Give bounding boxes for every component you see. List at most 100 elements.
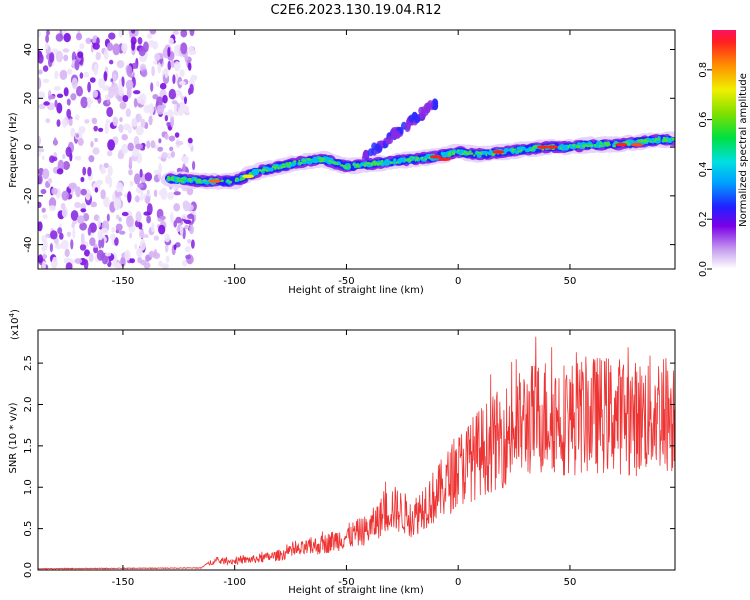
ridge-streak-blob xyxy=(362,150,369,159)
ridge-blob xyxy=(612,145,617,148)
noise-blob xyxy=(154,53,161,61)
ridge-blob xyxy=(274,167,277,170)
noise-blob xyxy=(159,82,167,90)
noise-blob xyxy=(127,142,134,152)
noise-blob xyxy=(90,201,97,208)
noise-blob xyxy=(110,233,116,241)
y-tick-label: 1.0 xyxy=(23,479,34,495)
x-tick-label: 50 xyxy=(564,577,577,588)
ridge-blob xyxy=(420,157,424,160)
ridge-blob xyxy=(356,165,360,168)
ridge-blob xyxy=(176,177,180,180)
ridge-blob xyxy=(370,164,373,167)
noise-blob xyxy=(188,87,192,96)
noise-blob xyxy=(67,68,73,75)
noise-blob xyxy=(119,101,127,110)
ridge-blob xyxy=(532,148,535,151)
noise-blob xyxy=(97,217,101,228)
noise-blob xyxy=(187,137,193,144)
noise-blob xyxy=(74,155,82,161)
ridge-blob xyxy=(624,140,629,144)
noise-blob xyxy=(173,101,177,114)
noise-blob xyxy=(66,108,72,119)
ridge-blob xyxy=(332,161,336,164)
ridge-blob xyxy=(572,144,575,147)
noise-blob xyxy=(138,47,146,57)
noise-blob xyxy=(93,125,98,132)
noise-blob xyxy=(141,69,148,78)
ridge-blob xyxy=(575,145,579,148)
noise-blob xyxy=(158,260,163,267)
noise-blob xyxy=(175,216,182,224)
noise-blob xyxy=(54,70,59,80)
noise-blob xyxy=(79,222,87,231)
noise-blob xyxy=(38,77,42,90)
noise-blob xyxy=(135,211,142,223)
noise-blob xyxy=(93,63,99,76)
noise-blob xyxy=(153,235,160,241)
noise-blob xyxy=(187,239,192,244)
ridge-hotspot xyxy=(208,179,221,184)
ridge-blob xyxy=(448,154,452,157)
noise-blob xyxy=(48,95,56,100)
noise-blob xyxy=(124,249,131,261)
noise-blob xyxy=(173,191,181,196)
noise-blob xyxy=(113,198,122,211)
noise-blob xyxy=(70,93,77,101)
noise-blob xyxy=(76,85,83,97)
noise-blob xyxy=(121,42,128,53)
noise-blob xyxy=(170,115,175,128)
ridge-blob xyxy=(298,162,303,165)
noise-blob xyxy=(108,86,115,99)
ridge-blob xyxy=(657,137,661,141)
noise-blob xyxy=(80,232,85,245)
noise-blob xyxy=(41,155,45,161)
noise-blob xyxy=(121,211,129,217)
noise-blob xyxy=(42,260,46,269)
noise-blob xyxy=(55,50,64,63)
noise-blob xyxy=(134,243,138,250)
noise-blob xyxy=(42,65,49,72)
noise-blob xyxy=(77,137,84,146)
ridge-blob xyxy=(286,164,290,167)
noise-blob xyxy=(38,152,41,157)
ridge-blob xyxy=(281,163,286,166)
noise-blob xyxy=(151,65,155,77)
noise-blob xyxy=(150,82,154,92)
ridge-blob xyxy=(404,159,409,162)
snr-x-ticks: -150 -100 -50 0 50 xyxy=(112,330,577,588)
noise-blob xyxy=(79,72,84,79)
ridge-streak-blob xyxy=(394,130,401,139)
noise-blob xyxy=(63,54,69,62)
ridge-hotspot xyxy=(438,157,451,162)
noise-blob xyxy=(152,40,159,50)
noise-blob xyxy=(80,96,88,109)
ridge-blob xyxy=(414,159,417,162)
noise-blob xyxy=(183,156,189,164)
noise-blob xyxy=(71,222,75,229)
noise-blob xyxy=(138,229,145,239)
noise-blob xyxy=(50,230,58,240)
colorbar-label: Normalized spectral amplitude xyxy=(738,73,749,227)
noise-blob xyxy=(125,215,134,228)
noise-blob xyxy=(180,42,188,55)
noise-blob xyxy=(184,246,191,253)
ridge-blob xyxy=(529,148,533,152)
noise-blob xyxy=(83,259,89,269)
noise-blob xyxy=(166,152,172,160)
ridge-blob xyxy=(407,157,410,161)
noise-blob xyxy=(47,177,53,184)
ridge-blob xyxy=(285,162,289,165)
noise-blob xyxy=(135,125,144,136)
noise-blob xyxy=(62,161,70,170)
noise-blob xyxy=(126,65,133,77)
spectrogram-frame xyxy=(37,29,676,270)
noise-blob xyxy=(60,239,69,250)
noise-blob xyxy=(153,189,158,198)
spectrogram-y-label: Frequency (Hz) xyxy=(8,112,19,188)
y-tick-label: -40 xyxy=(23,236,34,252)
noise-blob xyxy=(168,37,174,45)
noise-blob xyxy=(65,262,73,269)
noise-blob xyxy=(143,104,151,114)
noise-blob xyxy=(88,252,94,263)
